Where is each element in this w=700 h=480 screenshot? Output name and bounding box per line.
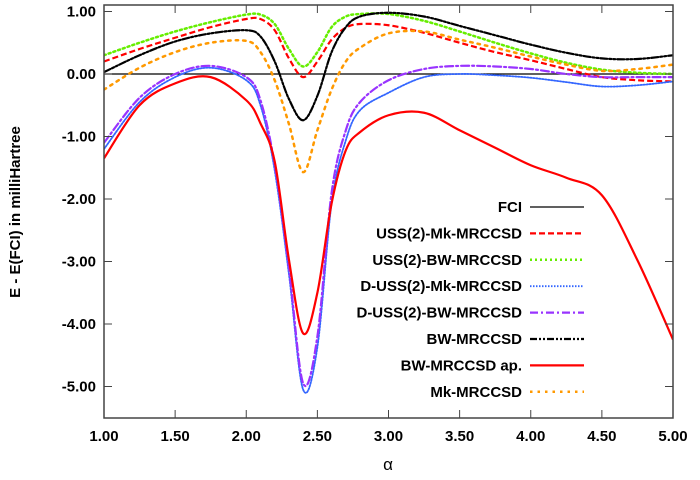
y-tick-label: -3.00 (62, 254, 96, 271)
x-tick-label: 4.00 (516, 428, 545, 445)
y-axis-label: E - E(FCI) in milliHartree (7, 126, 24, 298)
axes: 1.00 1.50 2.00 2.50 3.00 3.50 4.00 4.50 5.00 1.00… (62, 4, 688, 446)
legend-label: BW-MRCCSD ap. (401, 357, 522, 374)
x-tick-label: 3.50 (445, 428, 474, 445)
x-tick-label: 5.00 (658, 428, 687, 445)
legend-label: D-USS(2)-Mk-MRCCSD (360, 278, 522, 295)
y-tick-label: -1.00 (62, 129, 96, 146)
legend-label: BW-MRCCSD (426, 331, 522, 348)
legend-label: USS(2)-BW-MRCCSD (372, 252, 522, 269)
series-line-bw-mrccsd (104, 11, 673, 122)
y-tick-label: -4.00 (62, 316, 96, 333)
x-tick-label: 2.00 (232, 428, 261, 445)
series-line-bw-mrccsd-ap- (104, 75, 673, 341)
legend: FCI USS(2)-Mk-MRCCSD USS(2)-BW-MRCCSD D-USS… (356, 199, 584, 401)
x-tick-label: 3.00 (374, 428, 403, 445)
y-tick-label: 1.00 (67, 4, 96, 21)
series-line-mk-mrccsd (104, 29, 673, 174)
x-tick-label: 2.50 (303, 428, 332, 445)
y-tick-label: -2.00 (62, 191, 96, 208)
x-tick-label: 1.00 (89, 428, 118, 445)
x-tick-label: 1.50 (161, 428, 190, 445)
plot-area (104, 11, 673, 394)
plot-frame (103, 4, 674, 419)
legend-label: Mk-MRCCSD (430, 384, 522, 401)
series-line-d-uss-2-bw-mrccsd (104, 64, 673, 387)
series-line-uss-2-bw-mrccsd (104, 12, 673, 76)
x-tick-label: 4.50 (587, 428, 616, 445)
y-tick-label: 0.00 (67, 66, 96, 83)
legend-label: FCI (498, 199, 522, 216)
legend-label: USS(2)-Mk-MRCCSD (376, 225, 522, 242)
series-line-uss-2-mk-mrccsd (104, 16, 673, 83)
x-axis-label: α (383, 455, 393, 474)
legend-label: D-USS(2)-BW-MRCCSD (356, 305, 522, 322)
y-tick-label: -5.00 (62, 379, 96, 396)
